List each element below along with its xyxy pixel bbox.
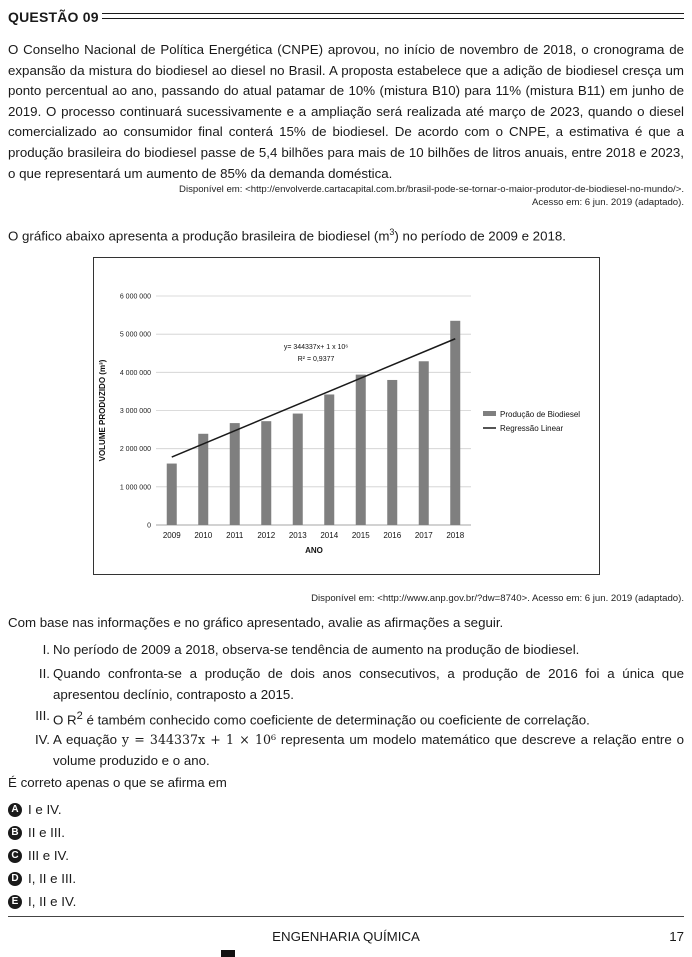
bar (292, 413, 303, 525)
x-tick-label: 2016 (383, 531, 401, 540)
statement-2-number: II. (38, 666, 50, 681)
title-double-rule (102, 13, 684, 19)
legend-label-line: Regressão Linear (500, 424, 563, 433)
x-tick-label: 2009 (163, 531, 181, 540)
statement-1: I. No período de 2009 a 2018, observa-se… (32, 640, 684, 660)
legend-swatch-bars (483, 411, 496, 416)
statement-3-sup: 2 (76, 710, 83, 722)
statement-4-text: A equação y = 344337x + 1 × 10⁶ represen… (53, 730, 684, 771)
footer-rule (8, 916, 684, 917)
chart-intro-text: O gráfico abaixo apresenta a produção br… (8, 228, 390, 244)
source-citation-1-line2: Acesso em: 6 jun. 2019 (adaptado). (532, 197, 684, 208)
question-prompt: É correto apenas o que se afirma em (8, 775, 227, 790)
option-d[interactable]: D I, II e III. (8, 869, 76, 889)
chart-intro-sup: 3 (389, 227, 395, 237)
source-citation-1-line1: Disponível em: <http://envolverde.cartac… (179, 184, 684, 195)
statement-2: II. Quando confronta-se a produção de do… (32, 664, 684, 706)
x-tick-label: 2011 (226, 531, 244, 540)
y-tick-label: 2 000 000 (120, 446, 151, 453)
option-c-letter-icon: C (8, 849, 22, 863)
legend-label-bars: Produção de Biodiesel (500, 410, 580, 419)
regression-line (171, 338, 456, 458)
option-a[interactable]: A I e IV. (8, 800, 62, 820)
chart-frame: 0 1 000 000 2 000 000 3 000 000 4 000 000 5 0… (93, 257, 600, 575)
statement-2-text: Quando confronta-se a produção de dois a… (53, 666, 684, 702)
y-tick-label: 3 000 000 (120, 408, 151, 415)
option-b[interactable]: B II e III. (8, 823, 65, 843)
statement-1-number: I. (42, 642, 50, 657)
statements-lead: Com base nas informações e no gráfico ap… (8, 615, 504, 630)
option-e-letter-icon: E (8, 895, 22, 909)
option-b-text: II e III. (28, 825, 65, 840)
biodiesel-chart: 0 1 000 000 2 000 000 3 000 000 4 000 000 5 0… (98, 294, 580, 556)
option-e[interactable]: E I, II e IV. (8, 892, 76, 912)
statement-3: III. O R2 é também conhecido como coefic… (32, 706, 684, 727)
bar (355, 374, 366, 525)
source-citation-1: Disponível em: <http://envolverde.cartac… (179, 183, 684, 209)
statement-4-text-end: representa um modelo matemático que desc… (53, 732, 685, 768)
bar (418, 361, 429, 525)
x-tick-label: 2014 (320, 531, 338, 540)
registration-mark (221, 950, 235, 957)
statement-3-text: O R2 é também conhecido como coeficiente… (53, 706, 684, 731)
bar (166, 463, 177, 525)
statement-1-text: No período de 2009 a 2018, observa-se te… (53, 642, 580, 657)
option-a-letter-icon: A (8, 803, 22, 817)
r-squared-annotation: R² = 0,9377 (298, 356, 335, 363)
option-b-letter-icon: B (8, 826, 22, 840)
option-c[interactable]: C III e IV. (8, 846, 69, 866)
x-tick-label: 2010 (194, 531, 212, 540)
y-tick-label: 5 000 000 (120, 332, 151, 339)
y-tick-label: 0 (147, 523, 151, 530)
y-tick-label: 6 000 000 (120, 294, 151, 301)
footer-course: ENGENHARIA QUÍMICA (272, 929, 420, 944)
option-d-letter-icon: D (8, 872, 22, 886)
bar (387, 379, 398, 525)
y-axis-label: VOLUME PRODUZIDO (m³) (98, 359, 107, 461)
option-c-text: III e IV. (28, 848, 69, 863)
option-a-text: I e IV. (28, 802, 62, 817)
option-e-text: I, II e IV. (28, 894, 77, 909)
regression-equation: y = 344337x + 1 × 10⁶ (121, 732, 277, 747)
bar (229, 423, 240, 525)
source-citation-2: Disponível em: <http://www.anp.gov.br/?d… (311, 593, 684, 604)
x-tick-label: 2012 (257, 531, 275, 540)
question-paragraph: O Conselho Nacional de Política Energéti… (8, 42, 684, 181)
statement-3-text-start: O R (53, 712, 77, 728)
x-tick-label: 2018 (446, 531, 464, 540)
bar (324, 394, 335, 525)
statement-3-number: III. (35, 708, 50, 723)
x-tick-label: 2015 (352, 531, 370, 540)
y-tick-label: 1 000 000 (120, 484, 151, 491)
chart-intro: O gráfico abaixo apresenta a produção br… (8, 222, 566, 246)
bar (450, 320, 461, 525)
statement-4-text-start: A equação (53, 732, 122, 747)
statement-4: IV. A equação y = 344337x + 1 × 10⁶ repr… (32, 730, 684, 772)
x-tick-label: 2013 (289, 531, 307, 540)
statement-4-number: IV. (34, 732, 50, 747)
statement-3-text-end: é também conhecido como coeficiente de d… (82, 712, 590, 728)
equation-annotation: y= 344337x+ 1 x 10⁶ (284, 344, 348, 351)
x-axis-label: ANO (305, 546, 323, 555)
y-tick-label: 4 000 000 (120, 370, 151, 377)
x-tick-label: 2017 (415, 531, 433, 540)
page-number: 17 (669, 929, 684, 944)
option-d-text: I, II e III. (28, 871, 77, 886)
question-title: QUESTÃO 09 (8, 9, 99, 25)
bar (261, 421, 272, 525)
bar (198, 433, 209, 525)
chart-intro-text-end: ) no período de 2009 e 2018. (394, 228, 566, 244)
